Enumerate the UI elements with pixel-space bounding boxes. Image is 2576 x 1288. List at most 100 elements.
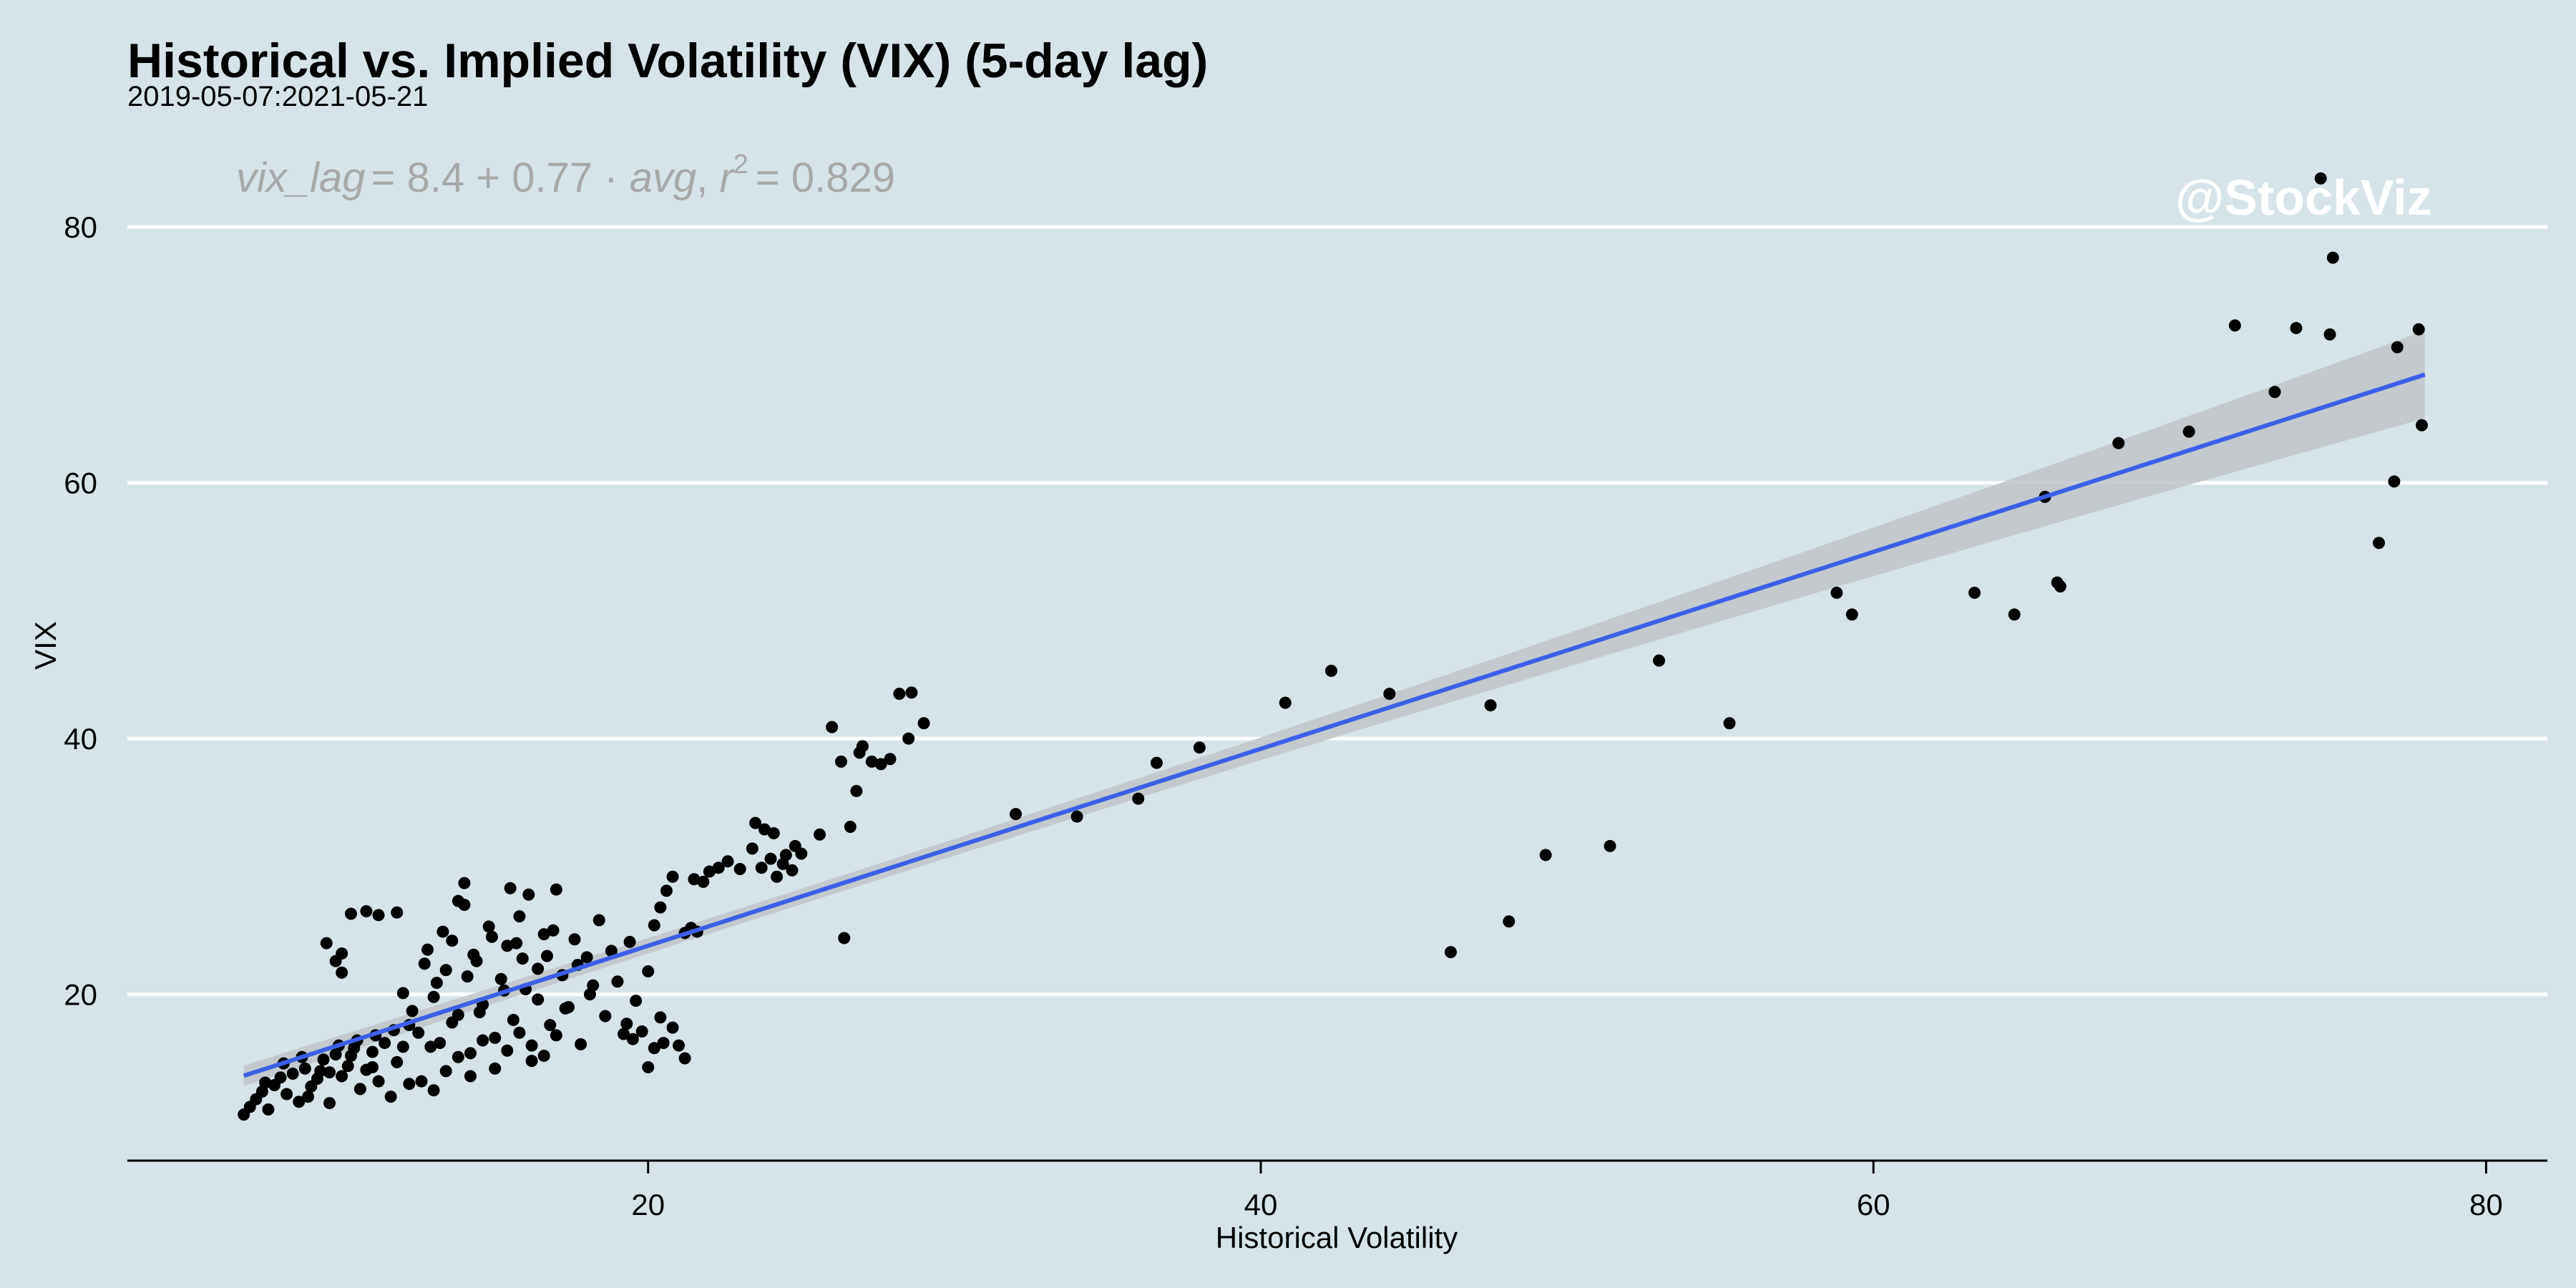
data-point bbox=[286, 1067, 299, 1080]
equation-lhs: vix_lag bbox=[236, 155, 366, 201]
data-point bbox=[537, 928, 550, 941]
x-axis-label: Historical Volatility bbox=[1216, 1221, 1458, 1254]
data-point bbox=[568, 933, 581, 946]
data-point bbox=[489, 1031, 502, 1044]
data-point bbox=[905, 686, 918, 699]
data-point bbox=[293, 1096, 306, 1108]
data-point bbox=[703, 865, 716, 878]
data-point bbox=[673, 1039, 686, 1052]
data-point bbox=[403, 1078, 416, 1091]
data-point bbox=[379, 1037, 391, 1050]
data-point bbox=[2314, 172, 2327, 185]
data-point bbox=[1723, 717, 1736, 730]
data-point bbox=[2412, 323, 2425, 336]
data-point bbox=[446, 1016, 459, 1029]
data-point bbox=[1444, 946, 1457, 959]
data-point bbox=[458, 877, 471, 889]
data-point bbox=[317, 1053, 330, 1066]
data-point bbox=[341, 1060, 354, 1073]
data-point bbox=[592, 914, 605, 927]
data-point bbox=[2326, 251, 2339, 264]
data-point bbox=[2290, 321, 2303, 334]
data-point bbox=[396, 1040, 409, 1053]
data-point bbox=[427, 1084, 440, 1097]
data-point bbox=[853, 746, 866, 759]
data-point bbox=[611, 975, 624, 988]
data-point bbox=[513, 1026, 526, 1039]
axes: 20 40 60 80 20 40 60 80 bbox=[64, 210, 2547, 1221]
data-point bbox=[767, 826, 780, 839]
data-point bbox=[525, 1055, 538, 1068]
confidence-band bbox=[243, 331, 2425, 1086]
data-point bbox=[510, 937, 523, 950]
data-point bbox=[427, 990, 440, 1003]
data-point bbox=[516, 952, 529, 965]
data-point bbox=[302, 1091, 315, 1103]
data-point bbox=[2415, 419, 2428, 431]
data-point bbox=[336, 947, 348, 960]
data-point bbox=[467, 948, 480, 961]
data-point bbox=[2391, 341, 2404, 353]
data-point bbox=[2182, 425, 2195, 438]
data-point bbox=[605, 945, 618, 957]
data-point bbox=[635, 1025, 648, 1038]
data-point bbox=[733, 862, 746, 875]
equation-rhs-prefix: = 8.4 + 0.77 · bbox=[371, 155, 630, 201]
data-point bbox=[424, 1040, 437, 1053]
data-point bbox=[648, 919, 660, 932]
data-point bbox=[1009, 808, 1022, 821]
data-point bbox=[1324, 664, 1337, 677]
data-point bbox=[1503, 915, 1516, 928]
data-point bbox=[262, 1103, 275, 1116]
chart-subtitle: 2019-05-07:2021-05-21 bbox=[127, 81, 428, 112]
data-point bbox=[1539, 849, 1552, 862]
data-point bbox=[2388, 475, 2401, 488]
data-point bbox=[274, 1071, 287, 1084]
data-point bbox=[2323, 328, 2336, 341]
data-point bbox=[384, 1091, 397, 1103]
data-point bbox=[1150, 756, 1163, 769]
data-point bbox=[795, 847, 808, 860]
data-point bbox=[654, 901, 667, 914]
data-point bbox=[452, 1050, 464, 1063]
data-point bbox=[439, 1065, 452, 1078]
data-point bbox=[626, 1033, 639, 1045]
data-point bbox=[353, 1083, 366, 1096]
data-point bbox=[884, 753, 897, 766]
data-point bbox=[1830, 586, 1843, 599]
data-point bbox=[749, 816, 762, 829]
data-point bbox=[259, 1076, 272, 1089]
data-point bbox=[865, 755, 878, 768]
data-point bbox=[721, 855, 734, 868]
data-point bbox=[446, 935, 459, 947]
data-point bbox=[372, 909, 385, 922]
data-point bbox=[746, 842, 758, 855]
data-point bbox=[688, 873, 701, 886]
data-point bbox=[844, 821, 857, 834]
x-tick-label: 40 bbox=[1244, 1188, 1278, 1221]
data-point bbox=[501, 940, 514, 952]
y-tick-label: 40 bbox=[64, 722, 97, 756]
data-point bbox=[755, 862, 768, 874]
data-point bbox=[2112, 436, 2125, 449]
data-point bbox=[642, 965, 655, 977]
data-point bbox=[657, 1037, 670, 1050]
data-point bbox=[366, 1045, 379, 1058]
data-point bbox=[580, 951, 593, 964]
data-point bbox=[537, 1049, 550, 1062]
data-point bbox=[1653, 654, 1666, 667]
data-point bbox=[2054, 580, 2067, 592]
data-point bbox=[666, 870, 679, 883]
regression-line-layer bbox=[243, 372, 2426, 1078]
data-point bbox=[1968, 586, 1981, 599]
watermark: @StockViz bbox=[2175, 170, 2432, 225]
regression-equation: vix_lag = 8.4 + 0.77 · avg, r2 = 0.829 bbox=[236, 150, 895, 201]
data-point bbox=[648, 1042, 660, 1055]
data-point bbox=[525, 1039, 538, 1052]
y-tick-label: 20 bbox=[64, 978, 97, 1012]
data-point bbox=[345, 907, 358, 920]
data-point bbox=[323, 1066, 336, 1079]
data-point bbox=[434, 1037, 447, 1050]
data-point bbox=[678, 1052, 691, 1065]
